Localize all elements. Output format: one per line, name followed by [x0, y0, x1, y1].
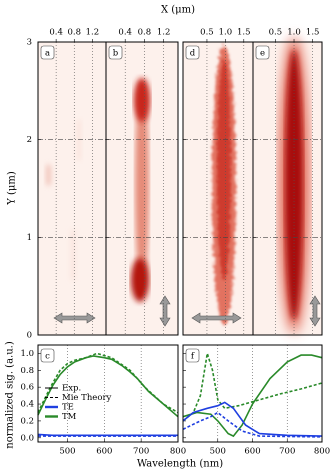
- panel-label: c: [45, 352, 50, 362]
- panel-label-box: [40, 45, 55, 60]
- heatmaps: [38, 37, 322, 335]
- y-tick-label: 0.4: [20, 400, 34, 410]
- x-tick-label: 0.8: [138, 28, 152, 38]
- series-line: [37, 433, 178, 437]
- panel-label-box: [185, 348, 200, 363]
- x-tick-label: 800: [314, 447, 330, 457]
- axes-frame: [252, 41, 323, 336]
- x-tick-label: 1.0: [219, 28, 233, 38]
- panel-label: f: [191, 352, 195, 362]
- panel-label: e: [260, 49, 265, 59]
- y-tick-label: 2: [27, 135, 32, 145]
- panel-label-box: [108, 45, 123, 60]
- panel-label-box: [185, 45, 200, 60]
- x-tick-label: 1.5: [306, 28, 320, 38]
- legend-label: TM: [62, 412, 77, 422]
- panel-label-box: [255, 45, 270, 60]
- legend-label: Exp.: [62, 384, 81, 394]
- series-line: [37, 352, 179, 414]
- x-tick-label: 0.5: [200, 28, 214, 38]
- x-tick-label: 1.2: [157, 28, 171, 38]
- y-tick-label: 0: [27, 331, 32, 341]
- x-axis-title: Wavelength (nm): [137, 459, 223, 470]
- x-tick-label: 600: [96, 447, 112, 457]
- y-tick-label: 0.8: [20, 366, 34, 376]
- y-tick-label: 0.0: [20, 433, 34, 443]
- series-line: [182, 354, 323, 438]
- x-tick-label: 0.5: [269, 28, 283, 38]
- y-tick-label: 0.2: [20, 416, 34, 426]
- y-axis-title: Y (μm): [7, 171, 18, 206]
- y-tick-label: 3: [27, 38, 32, 48]
- series-line: [37, 355, 179, 418]
- legend-label: TE: [62, 403, 74, 413]
- y-tick-label: 1: [27, 233, 32, 243]
- axes-frame: [37, 344, 179, 443]
- y-tick-label: 0.6: [20, 383, 34, 393]
- x-tick-label: 600: [244, 447, 260, 457]
- y-tick-label: 1.0: [20, 349, 34, 359]
- axes-frame: [182, 344, 323, 443]
- x-tick-label: 1.0: [287, 28, 301, 38]
- x-tick-label: 0.4: [49, 28, 63, 38]
- panel-label-box: [40, 348, 55, 363]
- axes-frame: [105, 41, 179, 336]
- x-tick-label: 500: [59, 447, 75, 457]
- legend-label: Mie Theory: [62, 393, 112, 403]
- series-line: [182, 401, 323, 437]
- panel-label: b: [113, 49, 119, 59]
- panel-label: a: [45, 49, 50, 59]
- x-axis-title: X (μm): [161, 5, 195, 16]
- x-tick-label: 0.8: [68, 28, 82, 38]
- x-tick-label: 1.2: [86, 28, 100, 38]
- panel-label: d: [190, 49, 196, 59]
- x-tick-label: 500: [210, 447, 226, 457]
- x-tick-label: 0.4: [118, 28, 132, 38]
- x-tick-label: 800: [170, 447, 186, 457]
- x-tick-label: 1.5: [237, 28, 251, 38]
- series-line: [182, 411, 323, 438]
- x-tick-label: 700: [133, 447, 149, 457]
- x-tick-label: 700: [279, 447, 295, 457]
- y-axis-title: normalized sig. (a.u.): [5, 341, 16, 449]
